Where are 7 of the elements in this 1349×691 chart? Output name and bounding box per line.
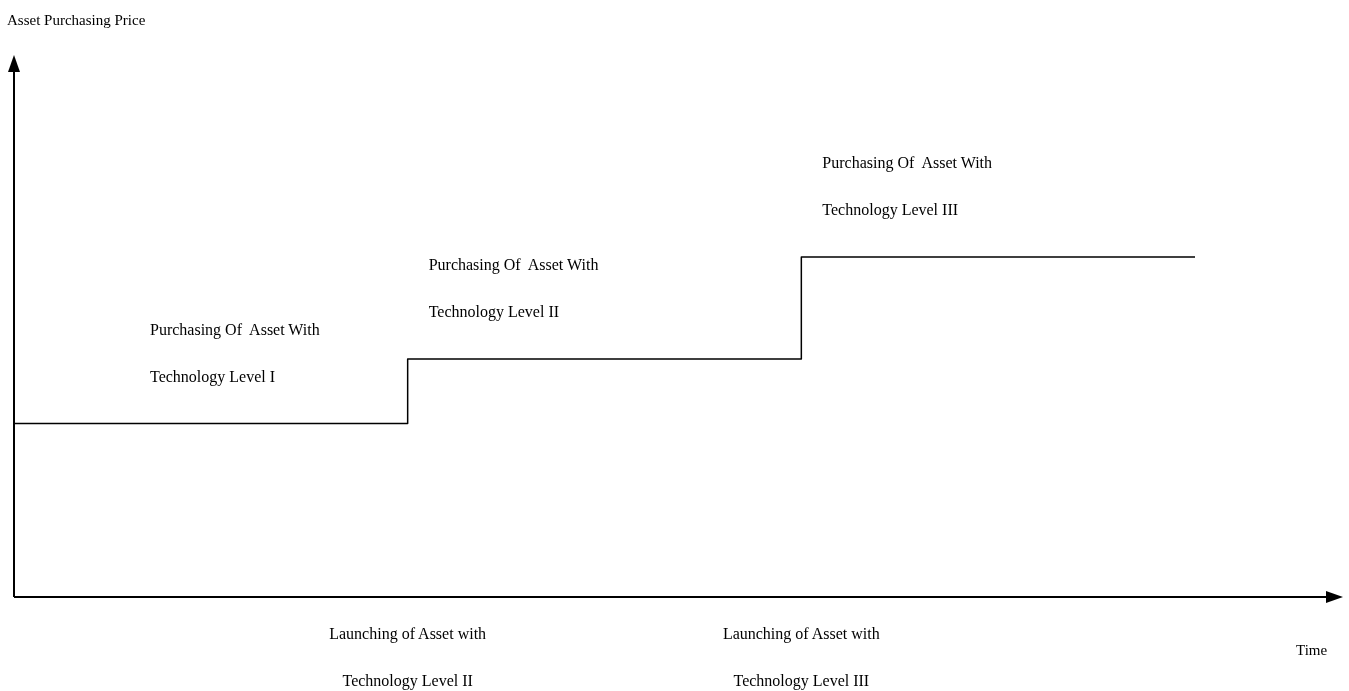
text: Purchasing Of Asset With Technology Level II xyxy=(428,256,599,320)
x-axis-title: Time xyxy=(1296,642,1328,658)
category-label: Launching of Asset with Technology Level III xyxy=(722,625,880,689)
text: Purchasing Of Asset With Technology Level I xyxy=(150,320,320,385)
text: Asset Purchasing Price xyxy=(7,12,146,28)
category-label: Launching of Asset with Technology Level II xyxy=(329,625,487,689)
text: Purchasing Of Asset With Technology Level III xyxy=(822,154,993,218)
